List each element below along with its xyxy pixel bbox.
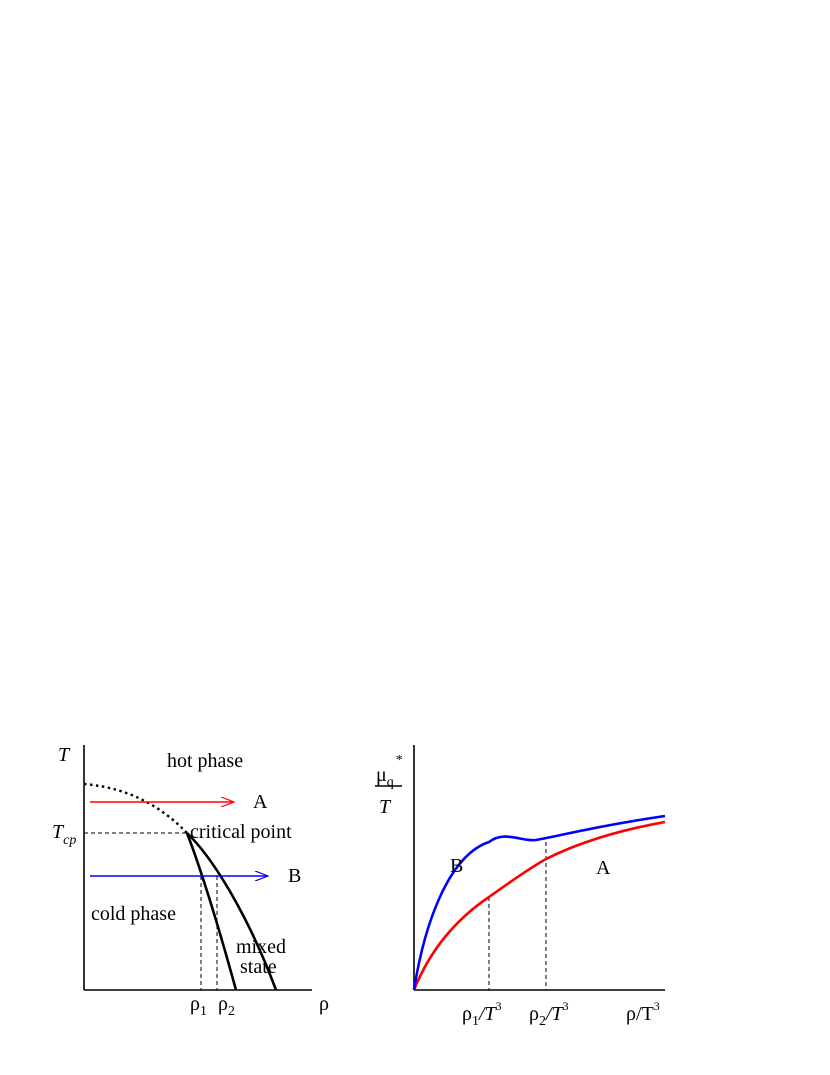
curve-A	[412, 820, 666, 991]
tcp-label: Tcp	[52, 821, 76, 848]
right-xlabel: ρ/T3	[626, 999, 660, 1025]
mu-main: μ	[376, 764, 387, 786]
rho2-main: ρ	[218, 993, 228, 1015]
curve-B-label: B	[450, 855, 463, 877]
rho2t-sup: 3	[563, 999, 569, 1013]
hot-phase-label: hot phase	[167, 750, 243, 772]
mu-sup: *	[396, 753, 403, 768]
rho1-main: ρ	[190, 993, 200, 1015]
left-x-axis-label: ρ	[319, 993, 329, 1015]
phase-boundary-right-curve	[186, 832, 278, 991]
right-ylabel-denominator: T	[379, 796, 392, 818]
rho1t-main: ρ	[462, 1003, 472, 1025]
rho1-tick-label: ρ1	[190, 993, 207, 1019]
state-label: state	[240, 956, 277, 978]
rho1t-rest: /T	[478, 1003, 498, 1025]
arrow-B-label: B	[288, 865, 301, 887]
mu-vs-rho-plot: μq* T B A ρ1/T3 ρ2/T3 ρ/T3	[375, 745, 666, 1029]
rho2-over-t3-label: ρ2/T3	[529, 999, 569, 1029]
rho1t-sub: 1	[472, 1014, 479, 1029]
phase-boundary-left-curve	[185, 832, 238, 991]
curve-B	[412, 814, 666, 991]
rho1-over-t3-label: ρ1/T3	[462, 999, 502, 1029]
left-y-axis-label: T	[58, 744, 71, 766]
cold-phase-label: cold phase	[91, 903, 176, 925]
phase-diagram: T ρ Tcp hot phase critical point cold ph…	[52, 744, 329, 1019]
rho2-tick-label: ρ2	[218, 993, 235, 1019]
xlabel-main: ρ/T	[626, 1003, 654, 1025]
arrow-A-label: A	[253, 791, 268, 813]
curve-A-label: A	[596, 857, 611, 879]
mixed-label: mixed	[236, 936, 286, 958]
crossover-dotted-curve	[83, 782, 188, 834]
tcp-main: T	[52, 821, 65, 843]
rho2t-rest: /T	[545, 1003, 565, 1025]
rho1-sub: 1	[200, 1004, 207, 1019]
xlabel-sup: 3	[654, 999, 660, 1013]
rho1t-sup: 3	[496, 999, 502, 1013]
tcp-sub: cp	[63, 833, 76, 848]
critical-point-label: critical point	[190, 821, 292, 843]
mu-sub: q	[387, 775, 394, 790]
rho2t-sub: 2	[539, 1014, 546, 1029]
rho2-sub: 2	[228, 1004, 235, 1019]
rho2t-main: ρ	[529, 1003, 539, 1025]
right-ylabel-numerator: μq*	[376, 753, 403, 790]
